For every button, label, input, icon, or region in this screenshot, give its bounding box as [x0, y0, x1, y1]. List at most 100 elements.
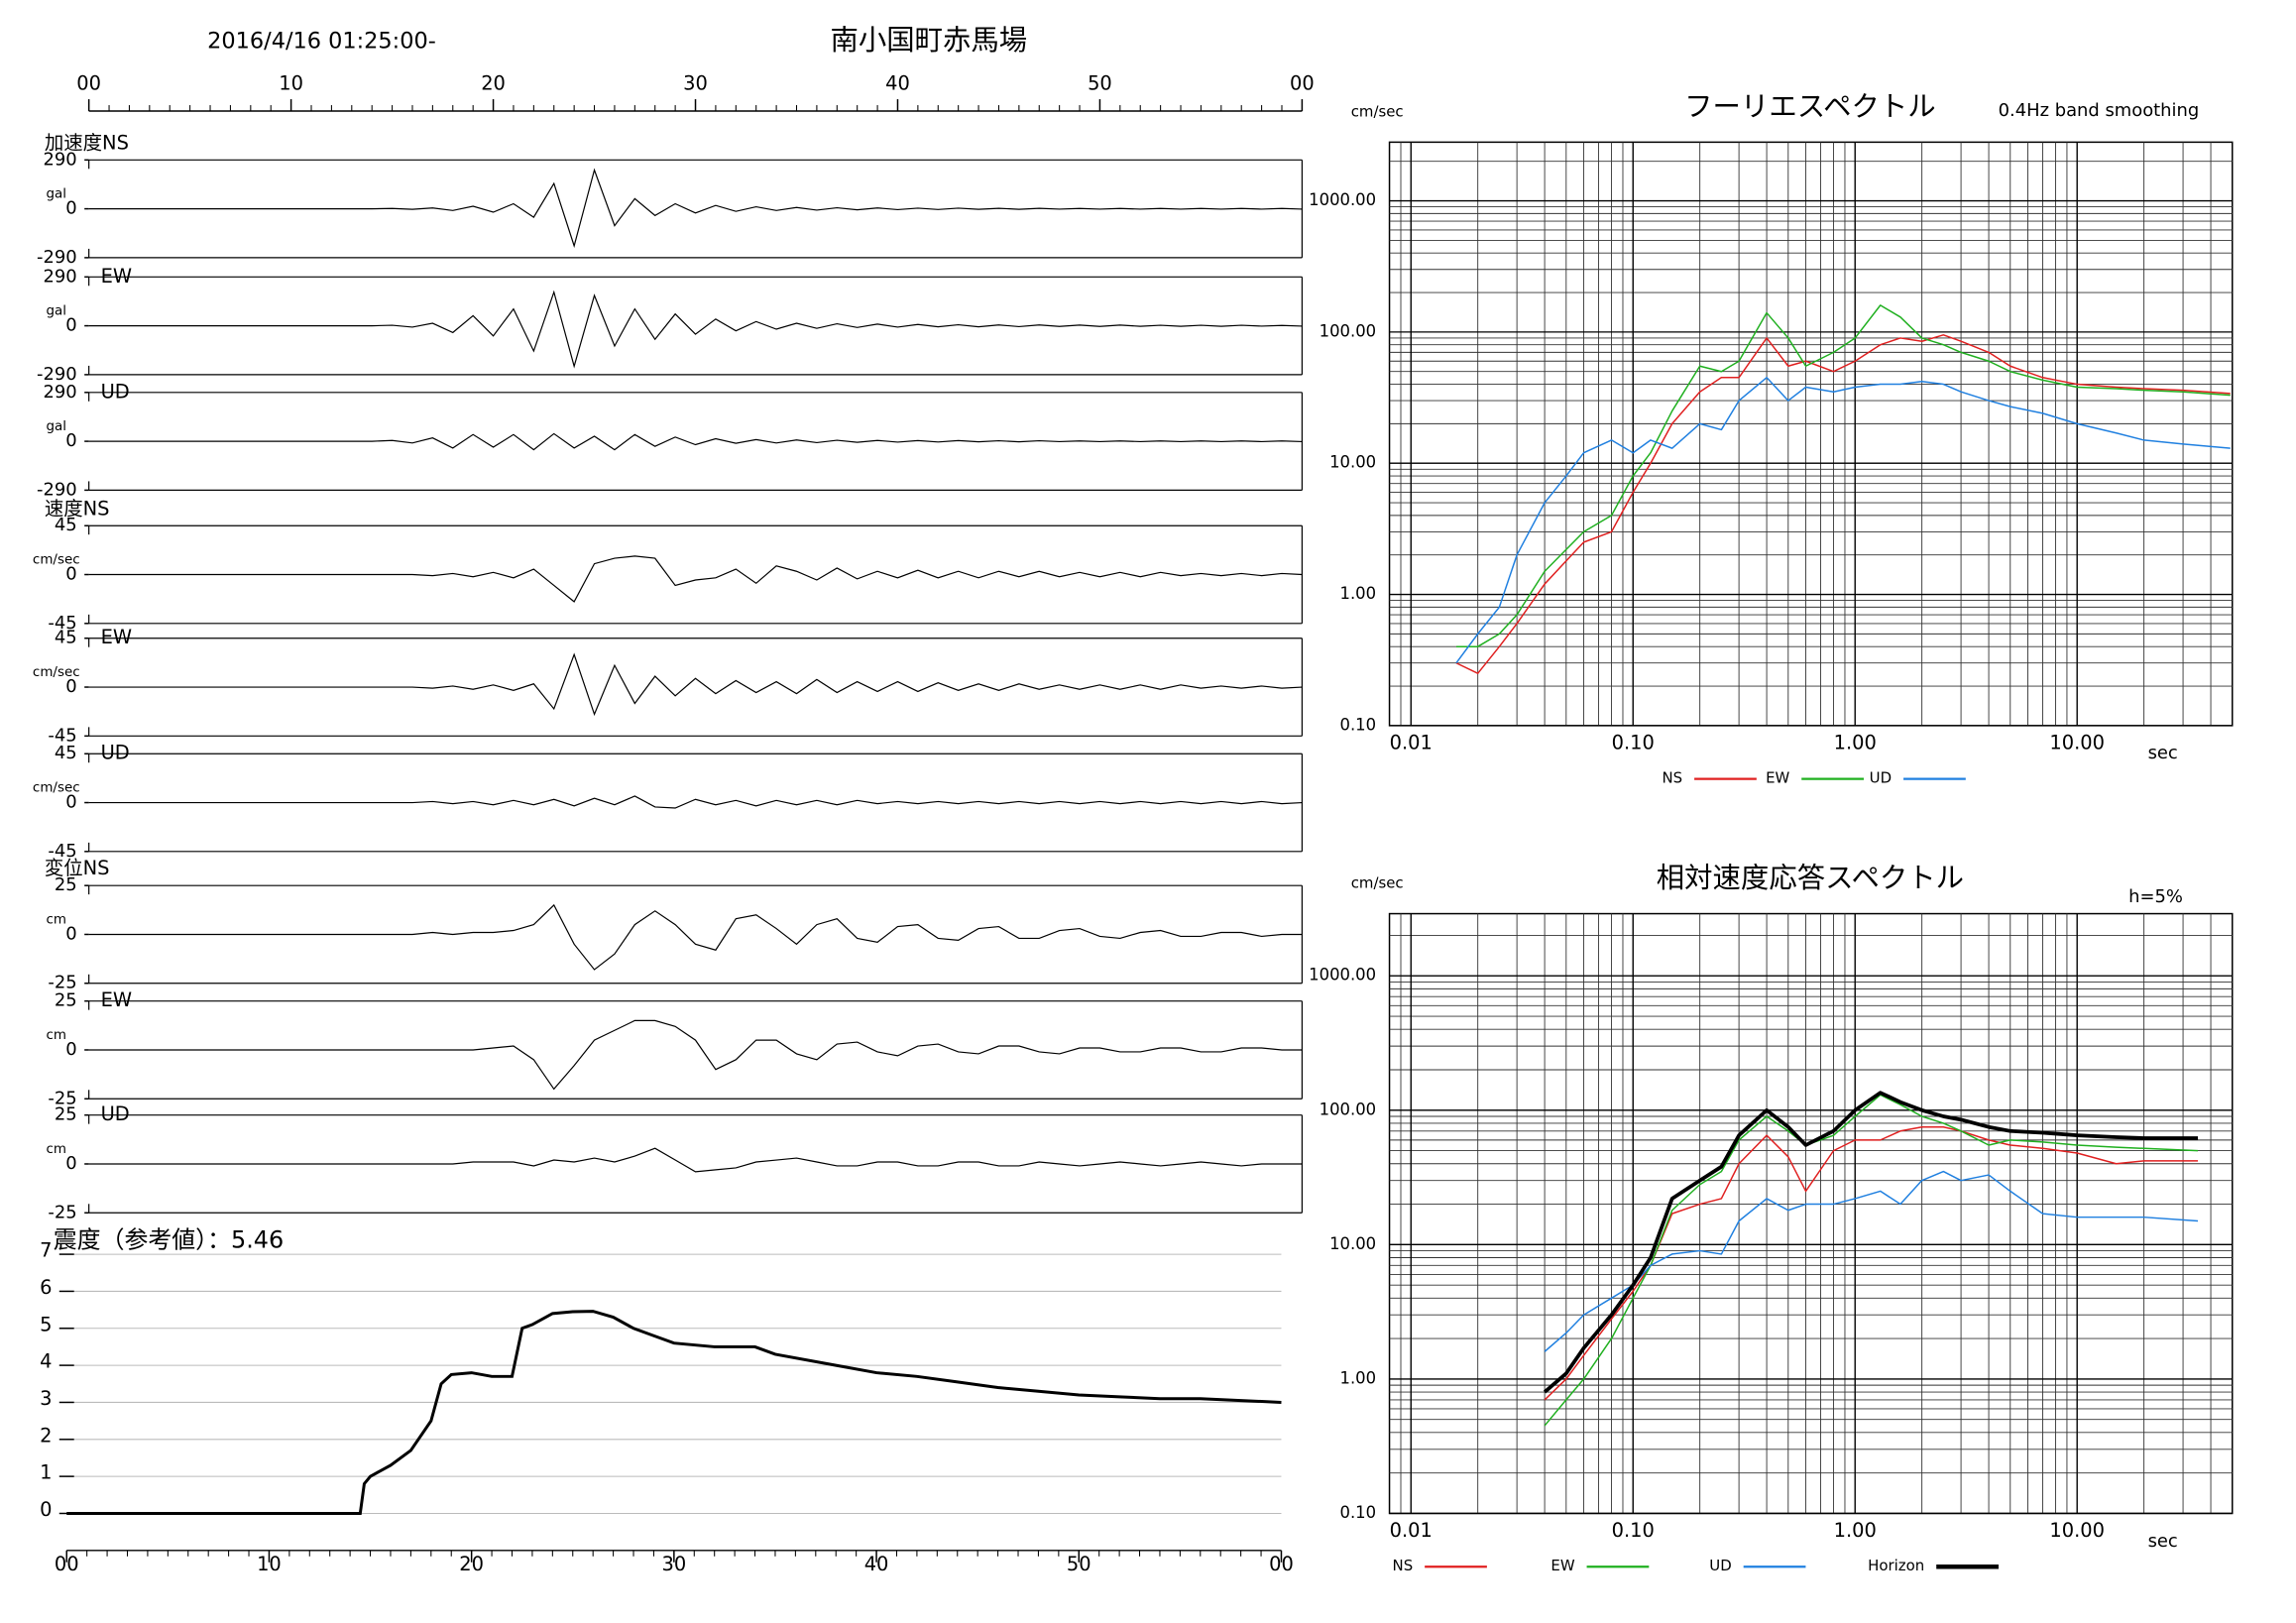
spectrum-line — [1455, 334, 2231, 674]
trace-label: EW — [101, 265, 132, 288]
trace-label: UD — [101, 380, 130, 403]
x-tick-label: 50 — [1088, 72, 1112, 95]
y-tick-label: 25 — [55, 990, 77, 1011]
x-tick-label: 0.01 — [1390, 1519, 1433, 1542]
chart-title: 相対速度応答スペクトル — [1657, 862, 1964, 894]
x-tick-label: 30 — [662, 1553, 687, 1575]
trace-label: 加速度NS — [45, 131, 129, 154]
x-tick-label: 0.01 — [1390, 731, 1433, 754]
y-tick-label: 0 — [65, 315, 76, 336]
y-tick-label: 290 — [44, 382, 77, 403]
y-tick-label: 2 — [40, 1424, 52, 1447]
y-tick-label: 7 — [40, 1239, 52, 1262]
y-tick-label: 0 — [65, 792, 76, 813]
plot-frame — [1388, 912, 2234, 1515]
waveform — [88, 168, 1303, 249]
x-tick-label: 40 — [864, 1553, 889, 1575]
unit-label: cm/sec — [33, 665, 80, 680]
x-tick-label: 20 — [481, 72, 506, 95]
y-tick-label: 10.00 — [1329, 453, 1376, 472]
y-tick-label: -25 — [48, 973, 76, 993]
unit-label: cm/sec — [33, 781, 80, 796]
y-tick-label: 1.00 — [1340, 1368, 1377, 1387]
chart-subtitle: h=5% — [2128, 886, 2183, 907]
y-tick-label: 6 — [40, 1276, 52, 1299]
x-tick-label: 10 — [279, 72, 303, 95]
unit-label: gal — [47, 304, 67, 319]
waveform — [88, 903, 1303, 971]
y-tick-label: -290 — [37, 479, 77, 500]
y-tick-label: 45 — [55, 515, 77, 535]
y-tick-label: 0.10 — [1340, 715, 1377, 734]
start-time: 2016/4/16 01:25:00- — [207, 28, 436, 54]
y-tick-label: -290 — [37, 364, 77, 385]
legend-label: UD — [1709, 1557, 1731, 1574]
y-tick-label: 1000.00 — [1309, 966, 1376, 985]
spectrum-line — [1544, 1125, 2199, 1401]
x-tick-label: 00 — [1290, 72, 1315, 95]
y-tick-label: -25 — [48, 1088, 76, 1108]
station-title: 南小国町赤馬場 — [831, 24, 1028, 57]
y-tick-label: -45 — [48, 613, 76, 634]
y-tick-label: 10.00 — [1329, 1234, 1376, 1253]
spectrum-line — [1455, 377, 2231, 664]
trace-label: 速度NS — [45, 497, 110, 520]
y-tick-label: 1 — [40, 1461, 52, 1484]
y-tick-label: -290 — [37, 247, 77, 268]
y-tick-label: 0 — [65, 1039, 76, 1060]
y-tick-label: 0 — [65, 676, 76, 697]
unit-label: gal — [47, 187, 67, 202]
trace-label: UD — [101, 742, 130, 764]
waveform — [88, 795, 1303, 809]
y-tick-label: 1.00 — [1340, 584, 1377, 603]
y-tick-label: 0 — [65, 430, 76, 451]
y-tick-label: 0 — [65, 923, 76, 944]
y-tick-label: 1000.00 — [1309, 190, 1376, 209]
x-tick-label: 10 — [257, 1553, 282, 1575]
y-tick-label: 0.10 — [1340, 1503, 1377, 1522]
spectrum-line — [1544, 1170, 2199, 1352]
y-tick-label: -25 — [48, 1202, 76, 1222]
x-tick-label: 10.00 — [2049, 731, 2105, 754]
x-tick-label: 1.00 — [1834, 1519, 1877, 1542]
y-tick-label: 290 — [44, 266, 77, 287]
y-tick-label: 100.00 — [1320, 1100, 1376, 1118]
x-tick-label: 30 — [683, 72, 708, 95]
unit-label: cm — [47, 913, 66, 928]
y-tick-label: 4 — [40, 1350, 52, 1373]
x-tick-label: 0.10 — [1612, 1519, 1655, 1542]
y-tick-label: 0 — [40, 1498, 52, 1521]
x-tick-label: 1.00 — [1834, 731, 1877, 754]
waveform — [88, 432, 1303, 451]
chart-title: フーリエスペクトル — [1684, 90, 1935, 123]
x-tick-label: 00 — [55, 1553, 79, 1575]
waveform — [88, 1019, 1303, 1091]
waveform — [88, 290, 1303, 369]
trace-label: EW — [101, 626, 132, 648]
x-tick-label: 0.10 — [1612, 731, 1655, 754]
x-tick-label: 00 — [1269, 1553, 1294, 1575]
y-tick-label: 100.00 — [1320, 321, 1376, 340]
x-axis-label: sec — [2148, 743, 2178, 763]
y-tick-label: 45 — [55, 628, 77, 648]
x-axis-label: sec — [2148, 1531, 2178, 1552]
legend-label: EW — [1766, 769, 1789, 787]
trace-label: 変位NS — [45, 857, 110, 879]
intensity-title: 震度（参考値）：5.46 — [54, 1226, 284, 1254]
spectrum-line — [1544, 1094, 2199, 1427]
y-tick-label: 0 — [65, 564, 76, 585]
spectrum-line — [1543, 1091, 2199, 1394]
chart-subtitle: 0.4Hz band smoothing — [1999, 100, 2200, 121]
legend-label: Horizon — [1868, 1557, 1924, 1574]
y-tick-label: 0 — [65, 1153, 76, 1174]
x-tick-label: 40 — [885, 72, 910, 95]
unit-label: cm/sec — [33, 553, 80, 568]
unit-label: cm — [47, 1028, 66, 1043]
unit-label: gal — [47, 419, 67, 434]
y-axis-label: cm/sec — [1351, 103, 1404, 121]
y-tick-label: 0 — [65, 198, 76, 219]
x-tick-label: 00 — [76, 72, 101, 95]
unit-label: cm — [47, 1142, 66, 1157]
y-tick-label: 25 — [55, 874, 77, 895]
y-tick-label: 45 — [55, 743, 77, 763]
